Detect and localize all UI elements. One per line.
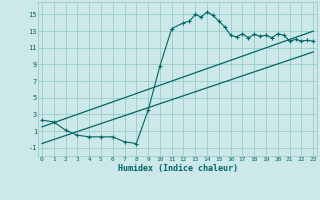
X-axis label: Humidex (Indice chaleur): Humidex (Indice chaleur): [118, 164, 238, 173]
